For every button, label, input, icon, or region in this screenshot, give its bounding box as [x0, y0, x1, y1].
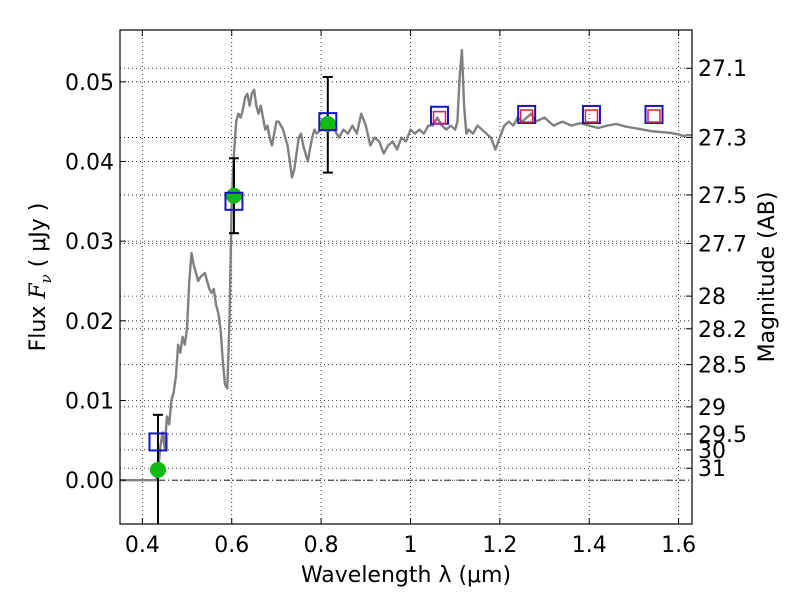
upper-limit-marker	[432, 110, 447, 125]
upper-limit-marker	[647, 109, 661, 123]
y2-axis-label: Magnitude (AB)	[755, 192, 780, 363]
y-axis-label-prefix: Flux	[26, 299, 51, 352]
x-axis-label: Wavelength λ (μm)	[301, 563, 511, 588]
model-flux-marker	[148, 432, 168, 452]
model-flux-marker	[517, 104, 537, 124]
magnitude-tick-label: 27.1	[698, 57, 747, 82]
axes-frame	[119, 29, 693, 525]
y-axis-label-symbol: F	[26, 283, 51, 300]
y-tick-label: 0.01	[65, 390, 114, 415]
magnitude-tick-label: 29.5	[698, 423, 747, 448]
y-axis-label-subscript: ν	[37, 274, 55, 283]
y-axis-label-suffix: ( μJy )	[26, 203, 51, 275]
x-tick-label: 0.8	[304, 533, 339, 558]
series-layer	[120, 48, 692, 524]
x-tick-label: 1.2	[482, 533, 517, 558]
x-tick-label: 0.6	[214, 533, 249, 558]
magnitude-tick-label: 30	[698, 439, 726, 464]
magnitude-tick-label: 28	[698, 285, 726, 310]
magnitude-tick-label: 27.7	[698, 233, 747, 258]
model-flux-marker	[318, 112, 338, 132]
magnitude-tick-label: 31	[698, 457, 726, 482]
magnitude-tick-label: 27.3	[698, 127, 747, 152]
x-tick-label: 0.4	[125, 533, 160, 558]
magnitude-tick-label: 29	[698, 396, 726, 421]
y-axis-label: Flux Fν ( μJy )	[26, 203, 55, 352]
magnitude-tick-label: 27.5	[698, 184, 747, 209]
model-flux-marker	[644, 104, 664, 124]
photometry-point	[149, 461, 166, 478]
x-tick-label: 1.6	[661, 533, 696, 558]
model-flux-marker	[581, 104, 601, 124]
y-tick-label: 0.04	[65, 150, 114, 175]
magnitude-tick-label: 28.5	[698, 354, 747, 379]
upper-limit-marker	[519, 109, 534, 123]
y-tick-label: 0.03	[65, 230, 114, 255]
upper-limit-marker	[584, 109, 599, 123]
y-tick-label: 0.05	[65, 71, 114, 96]
x-tick-label: 1.4	[572, 533, 607, 558]
spectrum-line	[120, 48, 692, 482]
x-ticks: 0.4 0.6 0.8 1 1.2 1.4 1.6	[125, 30, 696, 558]
y-tick-label: 0.02	[65, 310, 114, 335]
y-tick-label: 0.00	[65, 469, 114, 494]
grid-lines	[120, 30, 692, 524]
x-tick-label: 1	[403, 533, 417, 558]
y-ticks: 0.00 0.01 0.02 0.03 0.04 0.05	[65, 71, 126, 494]
model-flux-marker	[224, 191, 244, 211]
photometry-point	[225, 187, 242, 204]
magnitude-tick-label: 28.2	[698, 318, 747, 343]
